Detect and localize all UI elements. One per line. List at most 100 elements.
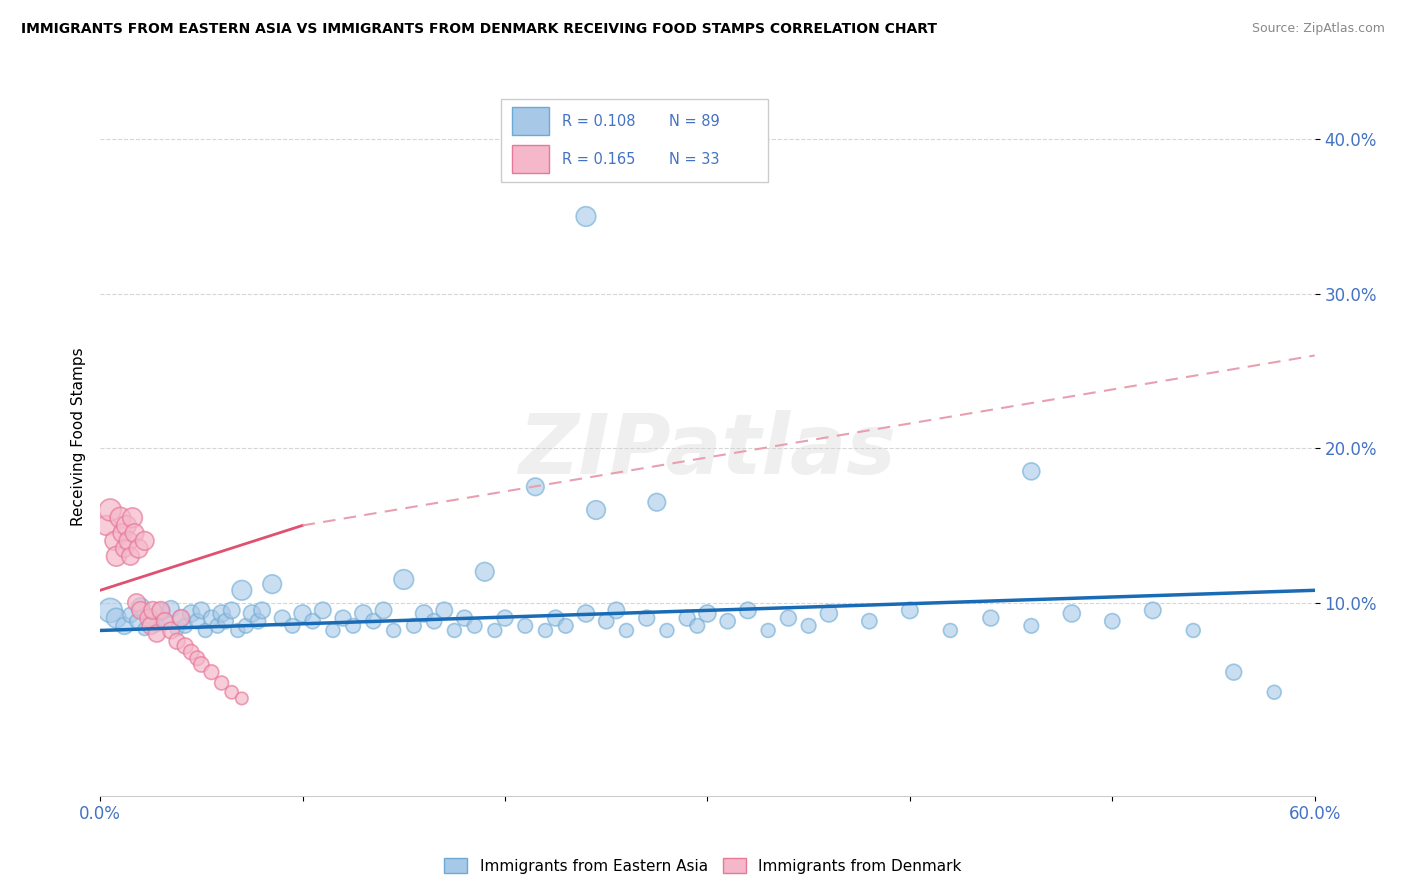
- Point: [190, 603, 212, 617]
- Point: [524, 480, 547, 494]
- Point: [160, 624, 183, 638]
- Point: [221, 603, 243, 617]
- Point: [190, 657, 212, 672]
- Point: [595, 614, 617, 628]
- Point: [1021, 464, 1043, 478]
- Point: [433, 603, 456, 617]
- Point: [207, 619, 229, 633]
- Point: [139, 619, 162, 633]
- Point: [554, 619, 576, 633]
- Point: [134, 533, 156, 548]
- Point: [105, 611, 128, 625]
- Point: [352, 607, 374, 621]
- Point: [103, 533, 125, 548]
- Point: [413, 607, 436, 621]
- Point: [170, 611, 193, 625]
- Point: [129, 603, 152, 617]
- Point: [515, 619, 537, 633]
- Point: [112, 541, 135, 556]
- Point: [174, 639, 197, 653]
- Point: [125, 596, 148, 610]
- Point: [494, 611, 516, 625]
- Point: [186, 614, 208, 628]
- Point: [153, 614, 176, 628]
- Point: [756, 624, 779, 638]
- Point: [153, 614, 176, 628]
- Point: [231, 691, 253, 706]
- Point: [98, 503, 121, 517]
- Point: [464, 619, 486, 633]
- Point: [332, 611, 354, 625]
- Point: [636, 611, 658, 625]
- Point: [194, 624, 217, 638]
- Point: [281, 619, 304, 633]
- Point: [575, 607, 598, 621]
- Point: [200, 665, 222, 680]
- Point: [146, 617, 169, 632]
- Point: [1060, 607, 1083, 621]
- Point: [134, 622, 156, 636]
- Point: [291, 607, 314, 621]
- Point: [247, 614, 270, 628]
- Point: [98, 603, 121, 617]
- Point: [1182, 624, 1205, 638]
- Point: [128, 541, 150, 556]
- Point: [149, 603, 172, 617]
- Point: [980, 611, 1002, 625]
- Point: [474, 565, 496, 579]
- Point: [818, 607, 841, 621]
- Point: [423, 614, 446, 628]
- Point: [121, 510, 143, 524]
- Point: [616, 624, 638, 638]
- Text: Source: ZipAtlas.com: Source: ZipAtlas.com: [1251, 22, 1385, 36]
- Point: [1263, 685, 1285, 699]
- Point: [146, 626, 169, 640]
- Point: [170, 611, 193, 625]
- Point: [312, 603, 335, 617]
- Text: ZIPatlas: ZIPatlas: [519, 410, 897, 491]
- Point: [110, 510, 132, 524]
- Point: [180, 607, 202, 621]
- Point: [120, 607, 142, 622]
- Point: [382, 624, 405, 638]
- Point: [211, 607, 233, 621]
- Point: [96, 518, 118, 533]
- Point: [534, 624, 557, 638]
- Point: [105, 549, 128, 564]
- Point: [575, 210, 598, 224]
- Point: [373, 603, 395, 617]
- Point: [160, 602, 183, 616]
- Point: [271, 611, 294, 625]
- Legend: Immigrants from Eastern Asia, Immigrants from Denmark: Immigrants from Eastern Asia, Immigrants…: [439, 852, 967, 880]
- Point: [858, 614, 880, 628]
- Point: [186, 651, 208, 665]
- Point: [322, 624, 344, 638]
- Point: [342, 619, 364, 633]
- Point: [1021, 619, 1043, 633]
- Text: IMMIGRANTS FROM EASTERN ASIA VS IMMIGRANTS FROM DENMARK RECEIVING FOOD STAMPS CO: IMMIGRANTS FROM EASTERN ASIA VS IMMIGRAN…: [21, 22, 936, 37]
- Point: [166, 622, 188, 636]
- Point: [443, 624, 465, 638]
- Point: [778, 611, 800, 625]
- Point: [453, 611, 475, 625]
- Point: [686, 619, 709, 633]
- Point: [655, 624, 678, 638]
- Point: [115, 518, 138, 533]
- Point: [112, 619, 135, 633]
- Y-axis label: Receiving Food Stamps: Receiving Food Stamps: [72, 347, 86, 526]
- Point: [797, 619, 820, 633]
- Point: [211, 676, 233, 690]
- Point: [117, 533, 139, 548]
- Point: [125, 614, 148, 628]
- Point: [111, 526, 134, 541]
- Point: [717, 614, 740, 628]
- Point: [231, 583, 253, 598]
- Point: [200, 611, 222, 625]
- Point: [544, 611, 567, 625]
- Point: [174, 619, 197, 633]
- Point: [142, 603, 165, 617]
- Point: [392, 573, 415, 587]
- Point: [605, 603, 627, 617]
- Point: [139, 609, 162, 624]
- Point: [1142, 603, 1164, 617]
